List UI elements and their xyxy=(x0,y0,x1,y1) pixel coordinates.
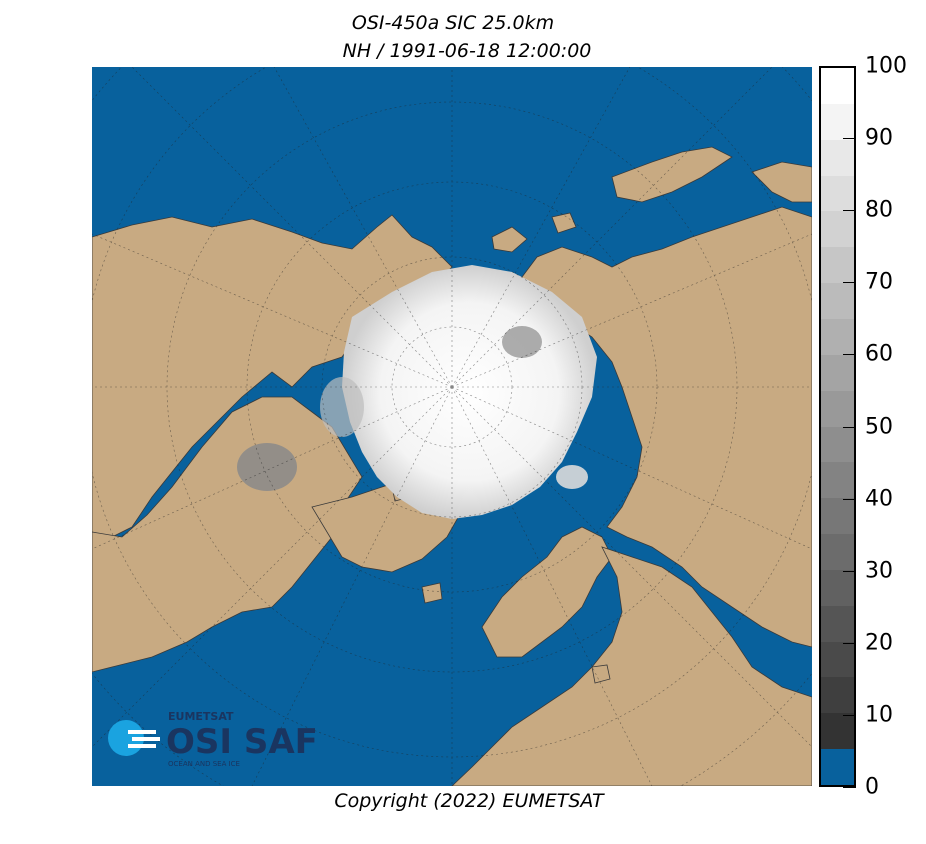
colorbar-tick-label: 20 xyxy=(865,630,893,656)
colorbar-segment xyxy=(821,139,854,177)
colorbar-segment xyxy=(821,641,854,678)
colorbar-tick-label: 90 xyxy=(865,125,893,151)
osisaf-logo: EUMETSAT OSI SAF OCEAN AND SEA ICE xyxy=(106,708,326,778)
colorbar-tick xyxy=(843,282,856,284)
logo-name: OSI SAF xyxy=(166,722,318,762)
colorbar-tick xyxy=(843,787,856,788)
colorbar-tick-label: 50 xyxy=(865,414,893,439)
colorbar-segment xyxy=(821,211,854,248)
colorbar-segment xyxy=(821,605,854,643)
colorbar-tick xyxy=(843,354,856,356)
logo-org: EUMETSAT xyxy=(168,710,234,723)
sea-ice-extent xyxy=(237,265,597,519)
colorbar-tick xyxy=(843,66,856,67)
colorbar-segment xyxy=(821,426,854,463)
colorbar-segment xyxy=(821,354,854,392)
colorbar-tick-label: 10 xyxy=(865,702,893,728)
colorbar-segment xyxy=(821,68,854,105)
map-title: OSI-450a SIC 25.0km xyxy=(351,12,555,34)
colorbar-tick-label: 60 xyxy=(865,341,893,367)
colorbar-segment xyxy=(821,390,854,427)
colorbar-tick-label: 40 xyxy=(865,486,893,512)
colorbar-tick xyxy=(843,498,856,500)
sea-ice-map xyxy=(92,67,812,786)
colorbar-tick-label: 80 xyxy=(865,197,893,223)
colorbar-segment xyxy=(821,103,854,141)
copyright-text: Copyright (2022) EUMETSAT xyxy=(334,790,604,812)
colorbar-tick xyxy=(843,570,856,572)
colorbar-segment xyxy=(821,713,854,750)
colorbar-tick-label: 0 xyxy=(865,774,879,800)
colorbar-tick-label: 100 xyxy=(865,53,907,79)
colorbar-tick xyxy=(843,210,856,212)
colorbar-segment xyxy=(821,498,854,535)
logo-tagline: OCEAN AND SEA ICE xyxy=(168,760,240,768)
map-subtitle: NH / 1991-06-18 12:00:00 xyxy=(342,40,592,62)
colorbar-segment xyxy=(821,318,854,356)
colorbar-segment xyxy=(821,569,854,607)
colorbar-segment xyxy=(821,462,854,499)
colorbar-tick xyxy=(843,714,856,716)
colorbar-segment xyxy=(821,283,854,320)
graticule xyxy=(92,67,812,786)
colorbar-tick xyxy=(843,642,856,644)
colorbar-segment xyxy=(821,749,854,786)
colorbar-tick-label: 70 xyxy=(865,269,893,295)
colorbar-tick xyxy=(843,138,856,140)
colorbar-segment xyxy=(821,534,854,571)
colorbar-segment xyxy=(821,175,854,212)
colorbar-segment xyxy=(821,677,854,714)
colorbar-segment xyxy=(821,247,854,284)
colorbar-tick-label: 30 xyxy=(865,558,893,584)
colorbar-tick xyxy=(843,426,856,428)
